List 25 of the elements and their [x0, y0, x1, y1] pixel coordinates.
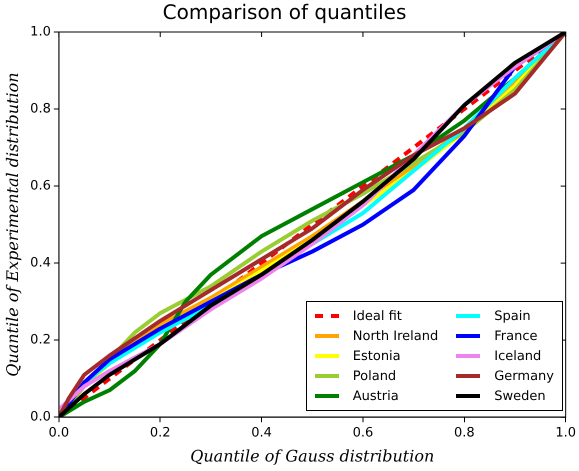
legend-label: Iceland: [494, 348, 542, 364]
x-tick-label: 0.8: [454, 425, 475, 440]
x-tick-label: 0.0: [48, 425, 70, 440]
x-axis-title: Quantile of Gauss distribution: [190, 446, 434, 466]
y-axis-title: Quantile of Experimental distribution: [2, 72, 22, 377]
legend-label: Sweden: [494, 388, 546, 404]
y-tick-label: 1.0: [30, 24, 51, 40]
y-tick-label: 0.8: [30, 101, 51, 116]
chart-title: Comparison of quantiles: [162, 0, 406, 24]
x-tick-label: 1.0: [555, 425, 576, 440]
legend-label: Austria: [352, 388, 399, 404]
y-tick-label: 0.0: [30, 410, 51, 425]
x-tick-label: 0.4: [251, 425, 272, 440]
legend-label: Germany: [494, 368, 554, 384]
legend-label: North Ireland: [352, 328, 438, 344]
y-tick-label: 0.2: [30, 332, 51, 348]
legend-label: Estonia: [352, 348, 401, 364]
y-tick-label: 0.6: [30, 178, 51, 194]
x-tick-label: 0.6: [352, 425, 374, 440]
y-tick-label: 0.4: [30, 255, 51, 270]
legend-label: France: [494, 328, 538, 344]
x-tick-label: 0.2: [150, 425, 171, 440]
legend-label: Ideal fit: [352, 308, 402, 324]
legend-label: Spain: [494, 308, 531, 324]
legend-label: Poland: [352, 368, 396, 384]
